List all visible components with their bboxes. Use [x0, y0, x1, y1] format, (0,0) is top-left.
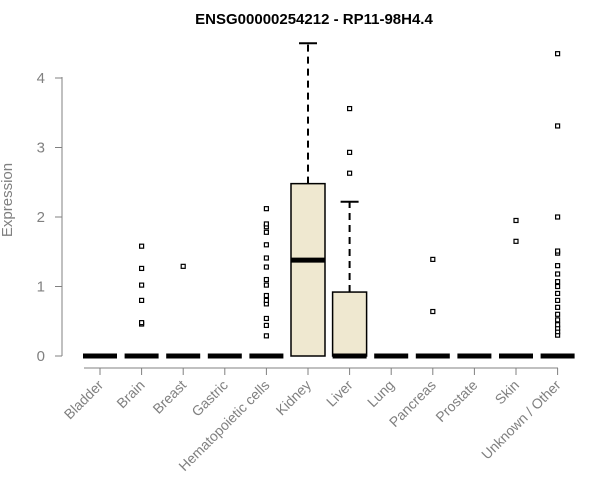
outlier-point: [263, 242, 269, 248]
box-iqr: [290, 182, 326, 357]
outlier-point: [554, 279, 561, 285]
outlier-point: [554, 322, 561, 328]
outlier-point: [139, 320, 145, 326]
box-group: [166, 263, 201, 359]
x-tick-label: Breast: [149, 377, 189, 417]
outlier-point: [554, 317, 561, 323]
outlier-point: [554, 123, 561, 129]
outlier-point: [139, 265, 145, 272]
x-tick-label: Brain: [113, 377, 147, 411]
outlier-point: [554, 248, 561, 254]
outlier-point: [139, 282, 145, 288]
box-group: [249, 206, 284, 359]
outlier-point: [347, 170, 353, 176]
outlier-point: [263, 276, 269, 283]
outlier-point: [180, 263, 186, 269]
x-tick-label: Lung: [364, 377, 397, 410]
box-group: [124, 243, 159, 359]
outlier-point: [139, 243, 145, 249]
outlier-point: [554, 214, 561, 220]
x-tick-label: Liver: [323, 377, 356, 410]
outlier-point: [554, 263, 561, 269]
outlier-point: [554, 304, 561, 310]
outlier-point: [430, 256, 436, 262]
boxes-layer: [83, 42, 575, 359]
x-tick-label: Unknown / Other: [478, 377, 564, 463]
x-tick-label: Prostate: [432, 377, 480, 425]
box-group: [415, 256, 450, 359]
y-ticks: 0 1 2 3 4: [37, 70, 62, 365]
outlier-point: [554, 297, 561, 303]
outlier-point: [347, 149, 353, 155]
outlier-point: [513, 217, 519, 224]
outlier-point: [263, 229, 269, 235]
outlier-point: [554, 311, 561, 317]
outlier-point: [263, 297, 269, 303]
outlier-point: [554, 51, 561, 57]
outlier-point: [554, 283, 561, 290]
y-tick-label: 0: [37, 348, 45, 365]
outlier-point: [263, 292, 269, 299]
outlier-point: [263, 282, 269, 288]
outlier-point: [263, 315, 269, 322]
outlier-point: [263, 264, 269, 270]
outlier-point: [263, 221, 269, 227]
outlier-point: [347, 105, 353, 112]
outlier-point: [263, 322, 269, 329]
outlier-point: [513, 238, 519, 244]
outlier-point: [263, 206, 269, 212]
outlier-point: [430, 308, 436, 315]
y-tick-label: 1: [37, 279, 45, 296]
x-tick-label: Bladder: [61, 377, 107, 423]
outlier-point: [554, 290, 561, 297]
y-tick-label: 2: [37, 209, 45, 226]
chart-title: ENSG00000254212 - RP11-98H4.4: [195, 11, 433, 28]
outlier-point: [263, 255, 269, 261]
box-group: [540, 51, 575, 359]
box-group: [290, 42, 326, 357]
y-tick-label: 3: [37, 140, 45, 157]
outlier-point: [263, 333, 269, 339]
box-iqr: [331, 291, 368, 357]
y-axis-label: Expression: [0, 163, 16, 237]
outlier-point: [554, 271, 561, 277]
box-group: [499, 217, 533, 359]
x-tick-label: Kidney: [273, 377, 315, 419]
outlier-point: [139, 297, 145, 303]
x-tick-label: Skin: [492, 377, 523, 408]
y-tick-label: 4: [37, 70, 45, 87]
box-group: [331, 105, 368, 359]
